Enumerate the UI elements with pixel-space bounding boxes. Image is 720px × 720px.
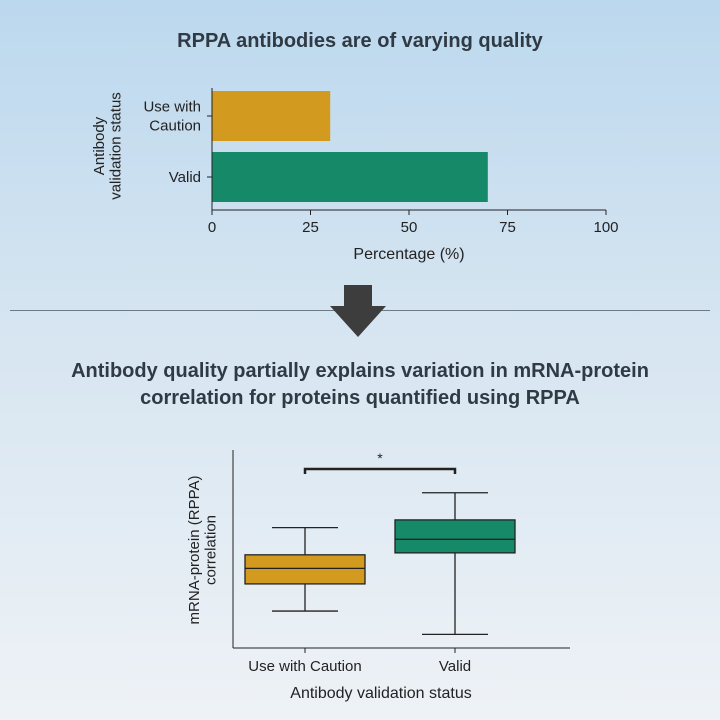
section-divider xyxy=(10,310,710,311)
bar-chart-x-axis-label: Percentage (%) xyxy=(353,246,464,263)
bar-x-tick-label: 25 xyxy=(302,219,319,236)
box-category-label: Use with Caution xyxy=(248,658,361,675)
box-use-with-caution xyxy=(244,527,366,612)
box-category-label: Valid xyxy=(439,658,471,675)
bar-use-with-caution xyxy=(212,91,331,141)
validation-bar-chart: Antibodyvalidation status Use with Cautio… xyxy=(91,88,619,263)
bar-x-tick-label: 50 xyxy=(401,219,418,236)
bottom-title-line-1: Antibody quality partially explains vari… xyxy=(71,360,649,382)
box-valid xyxy=(394,492,516,636)
bottom-panel-title: Antibody quality partially explains vari… xyxy=(0,358,720,412)
bar-x-tick-label: 75 xyxy=(499,219,516,236)
bar-category-label: Use with Caution xyxy=(143,99,201,135)
bar-x-tick-label: 100 xyxy=(593,219,618,236)
box-iqr xyxy=(394,519,516,554)
box-iqr xyxy=(244,554,366,585)
box-plot-y-axis-label: mRNA-protein (RPPA)correlation xyxy=(186,476,220,625)
bottom-title-line-2: correlation for proteins quantified usin… xyxy=(140,387,580,409)
bar-valid xyxy=(212,152,488,202)
box-plot-x-axis-label: Antibody validation status xyxy=(290,685,471,702)
top-panel-title: RPPA antibodies are of varying quality xyxy=(177,30,543,52)
bar-category-label: Valid xyxy=(169,169,201,186)
bar-chart-y-axis-label: Antibodyvalidation status xyxy=(91,92,125,200)
bar-x-tick-label: 0 xyxy=(208,219,216,236)
significance-marker: * xyxy=(377,450,383,466)
significance-bracket xyxy=(303,467,457,474)
